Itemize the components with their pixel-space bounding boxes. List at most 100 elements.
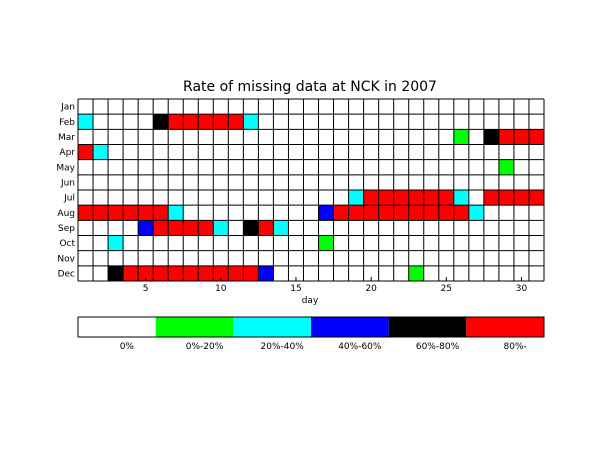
heatmap-cell — [393, 235, 409, 251]
heatmap-cell — [138, 205, 154, 221]
heatmap-cell — [168, 99, 184, 115]
heatmap-cell — [243, 190, 259, 206]
heatmap-cell — [303, 205, 319, 221]
heatmap-cell — [483, 250, 499, 266]
heatmap-cell — [408, 220, 424, 236]
heatmap-cell — [363, 220, 379, 236]
heatmap-cell — [498, 159, 514, 175]
heatmap-cell — [183, 114, 199, 130]
heatmap-cell — [498, 144, 514, 160]
y-axis-labels: Jan Feb Mar Apr May Jun Jul Aug Sep Oct Nov Dec — [56, 103, 75, 280]
heatmap-cell — [303, 144, 319, 160]
heatmap-cell — [198, 174, 214, 190]
legend-swatch — [466, 317, 544, 337]
heatmap-cell — [198, 235, 214, 251]
heatmap-cell — [318, 174, 334, 190]
heatmap-cell — [498, 190, 514, 206]
heatmap-cell — [93, 220, 109, 236]
heatmap-cell — [273, 250, 289, 266]
heatmap-cell — [93, 144, 109, 160]
heatmap-cell — [243, 159, 259, 175]
heatmap-cell — [243, 114, 259, 130]
heatmap-cell — [78, 220, 94, 236]
heatmap-cell — [498, 220, 514, 236]
heatmap-cell — [393, 129, 409, 145]
heatmap-cell — [258, 114, 274, 130]
heatmap-cell — [228, 235, 244, 251]
heatmap-cell — [243, 235, 259, 251]
heatmap-cell — [168, 235, 184, 251]
heatmap-cell — [153, 220, 169, 236]
heatmap-cell — [378, 265, 394, 281]
heatmap-cell — [228, 220, 244, 236]
y-tick-label: Jul — [63, 194, 75, 204]
heatmap-cell — [243, 174, 259, 190]
heatmap-cell — [243, 144, 259, 160]
heatmap-cell — [423, 190, 439, 206]
heatmap-cell — [348, 235, 364, 251]
heatmap-cell — [438, 129, 454, 145]
heatmap-cell — [513, 190, 529, 206]
heatmap-cell — [333, 205, 349, 221]
heatmap-cell — [423, 250, 439, 266]
heatmap-cell — [138, 220, 154, 236]
heatmap-cell — [138, 114, 154, 130]
heatmap-cell — [213, 265, 229, 281]
legend-swatch — [388, 317, 467, 337]
heatmap-cell — [528, 205, 544, 221]
heatmap-cell — [288, 129, 304, 145]
heatmap-cell — [288, 190, 304, 206]
heatmap-cell — [408, 205, 424, 221]
heatmap-cell — [168, 129, 184, 145]
heatmap-cell — [93, 205, 109, 221]
heatmap-cell — [483, 265, 499, 281]
heatmap-cell — [333, 144, 349, 160]
color-legend: 0% 0%-20% 20%-40% 40%-60% 60%-80% 80%- — [77, 316, 545, 352]
heatmap-cell — [318, 205, 334, 221]
heatmap-cell — [498, 174, 514, 190]
x-tick-label: 25 — [441, 284, 452, 294]
heatmap-cell — [258, 159, 274, 175]
heatmap-cell — [468, 144, 484, 160]
heatmap-cell — [483, 235, 499, 251]
y-tick-label: Oct — [59, 239, 75, 249]
heatmap-cell — [528, 144, 544, 160]
heatmap-cell — [228, 129, 244, 145]
heatmap-cell — [408, 129, 424, 145]
heatmap-cell — [483, 144, 499, 160]
heatmap-cell — [303, 99, 319, 115]
heatmap-cell — [168, 174, 184, 190]
heatmap-cell — [198, 144, 214, 160]
legend-border — [77, 316, 545, 338]
heatmap-cell — [183, 205, 199, 221]
heatmap-cell — [78, 265, 94, 281]
heatmap-cell — [378, 99, 394, 115]
heatmap-cell — [483, 114, 499, 130]
heatmap-cell — [93, 250, 109, 266]
heatmap-cell — [333, 235, 349, 251]
heatmap-cell — [153, 129, 169, 145]
heatmap-cell — [288, 220, 304, 236]
heatmap-cell — [378, 144, 394, 160]
heatmap-cell — [273, 190, 289, 206]
heatmap-cell — [123, 114, 139, 130]
heatmap-cell — [168, 190, 184, 206]
heatmap-cell — [153, 235, 169, 251]
heatmap-cell — [318, 159, 334, 175]
heatmap-cell — [468, 265, 484, 281]
heatmap-cell — [123, 129, 139, 145]
heatmap-cell — [198, 159, 214, 175]
heatmap-cell — [378, 129, 394, 145]
legend-swatch — [311, 317, 389, 337]
heatmap-cell — [138, 174, 154, 190]
heatmap-cell — [183, 99, 199, 115]
heatmap-cell — [303, 174, 319, 190]
heatmap-cell — [348, 99, 364, 115]
heatmap-cell — [138, 159, 154, 175]
legend-swatch — [155, 317, 234, 337]
heatmap-cell — [228, 99, 244, 115]
heatmap-cell — [273, 235, 289, 251]
heatmap-cell — [453, 220, 469, 236]
heatmap-cell — [183, 129, 199, 145]
